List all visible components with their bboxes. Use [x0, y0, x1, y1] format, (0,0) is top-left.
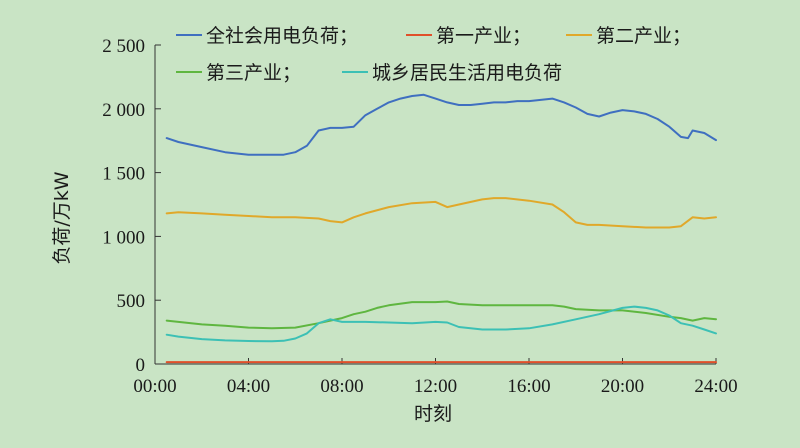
x-tick-label: 16:00: [507, 376, 550, 397]
legend-label-2: 第二产业；: [596, 25, 691, 47]
series-line-3: [165, 300, 717, 330]
legend-label-4: 城乡居民生活用电负荷: [372, 62, 562, 84]
x-axis-title: 时刻: [414, 403, 452, 425]
y-axis-title: 负荷/万kW: [51, 171, 73, 264]
x-tick-label: 24:00: [694, 376, 737, 397]
x-axis-ticks: 00:00 04:00 08:00 12:00 16:00 20:00 24:00: [133, 358, 738, 397]
series-line-2: [165, 197, 717, 229]
legend-label-3: 第三产业；: [206, 62, 301, 84]
plot-lines: [165, 93, 717, 364]
legend: 全社会用电负荷； 第一产业； 第二产业； 第三产业； 城乡居民生活用电负荷: [176, 25, 691, 84]
y-tick-label: 1 500: [102, 164, 145, 185]
y-tick-label: 1 000: [102, 227, 145, 248]
x-tick-label: 08:00: [320, 376, 363, 397]
series-line-0: [165, 93, 717, 156]
x-tick-label: 04:00: [227, 376, 270, 397]
y-tick-label: 2 500: [102, 36, 145, 57]
y-tick-label: 0: [136, 355, 146, 376]
series-line-4: [165, 305, 717, 343]
y-tick-label: 500: [117, 291, 146, 312]
x-tick-label: 12:00: [414, 376, 457, 397]
y-axis-ticks: 0 500 1 000 1 500 2 000 2 500: [102, 36, 161, 376]
legend-label-1: 第一产业；: [436, 25, 531, 47]
x-tick-label: 00:00: [133, 376, 176, 397]
x-tick-label: 20:00: [601, 376, 644, 397]
legend-label-0: 全社会用电负荷；: [206, 25, 358, 47]
y-tick-label: 2 000: [102, 100, 145, 121]
